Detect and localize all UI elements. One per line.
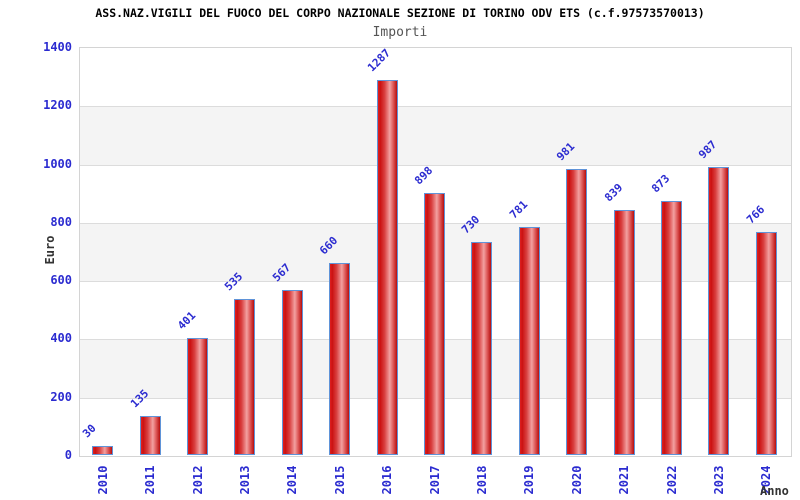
bar-2014	[282, 290, 303, 455]
x-tick-label: 2022	[664, 465, 679, 495]
y-tick-label: 1200	[43, 98, 72, 113]
gridline	[80, 164, 791, 166]
y-tick-label: 200	[50, 389, 72, 404]
x-axis-title: Anno	[760, 484, 789, 498]
x-tick-label: 2018	[474, 465, 489, 495]
y-tick-label: 800	[50, 214, 72, 229]
y-tick-label: 0	[64, 448, 72, 462]
bar-2012	[187, 338, 208, 455]
x-tick-label: 2021	[617, 465, 632, 495]
gridline	[80, 106, 791, 108]
bar-2024	[756, 232, 777, 455]
x-tick-label: 2023	[711, 465, 726, 495]
bar-2017	[424, 193, 445, 455]
x-tick-label: 2011	[143, 465, 158, 495]
y-tick-label: 1400	[43, 40, 72, 54]
chart-subtitle: Importi	[372, 25, 428, 40]
bar-2010	[92, 446, 113, 455]
bar-2018	[471, 242, 492, 455]
bar-2016	[377, 80, 398, 455]
x-tick-label: 2017	[427, 465, 442, 495]
bar-2021	[614, 210, 635, 455]
x-tick-label: 2019	[522, 465, 537, 495]
y-tick-label: 400	[50, 331, 72, 346]
bar-2019	[519, 227, 540, 455]
bar-2011	[140, 416, 161, 455]
y-tick-label: 1000	[43, 156, 72, 171]
x-tick-label: 2020	[569, 465, 584, 495]
bar-2015	[329, 263, 350, 455]
x-tick-label: 2012	[190, 465, 205, 495]
plot-band	[80, 106, 791, 165]
x-tick-label: 2010	[95, 465, 110, 495]
x-tick-label: 2014	[285, 465, 300, 495]
chart-title: ASS.NAZ.VIGILI DEL FUOCO DEL CORPO NAZIO…	[95, 6, 705, 20]
y-tick-label: 600	[50, 273, 72, 288]
y-axis-title: Euro	[43, 235, 57, 265]
x-tick-label: 2016	[380, 465, 395, 495]
x-tick-label: 2015	[332, 465, 347, 495]
bar-2023	[708, 167, 729, 455]
bar-2013	[234, 299, 255, 455]
x-tick-label: 2013	[237, 465, 252, 495]
bar-2020	[566, 169, 587, 455]
bar-2022	[661, 201, 682, 455]
plot-band	[80, 48, 791, 107]
